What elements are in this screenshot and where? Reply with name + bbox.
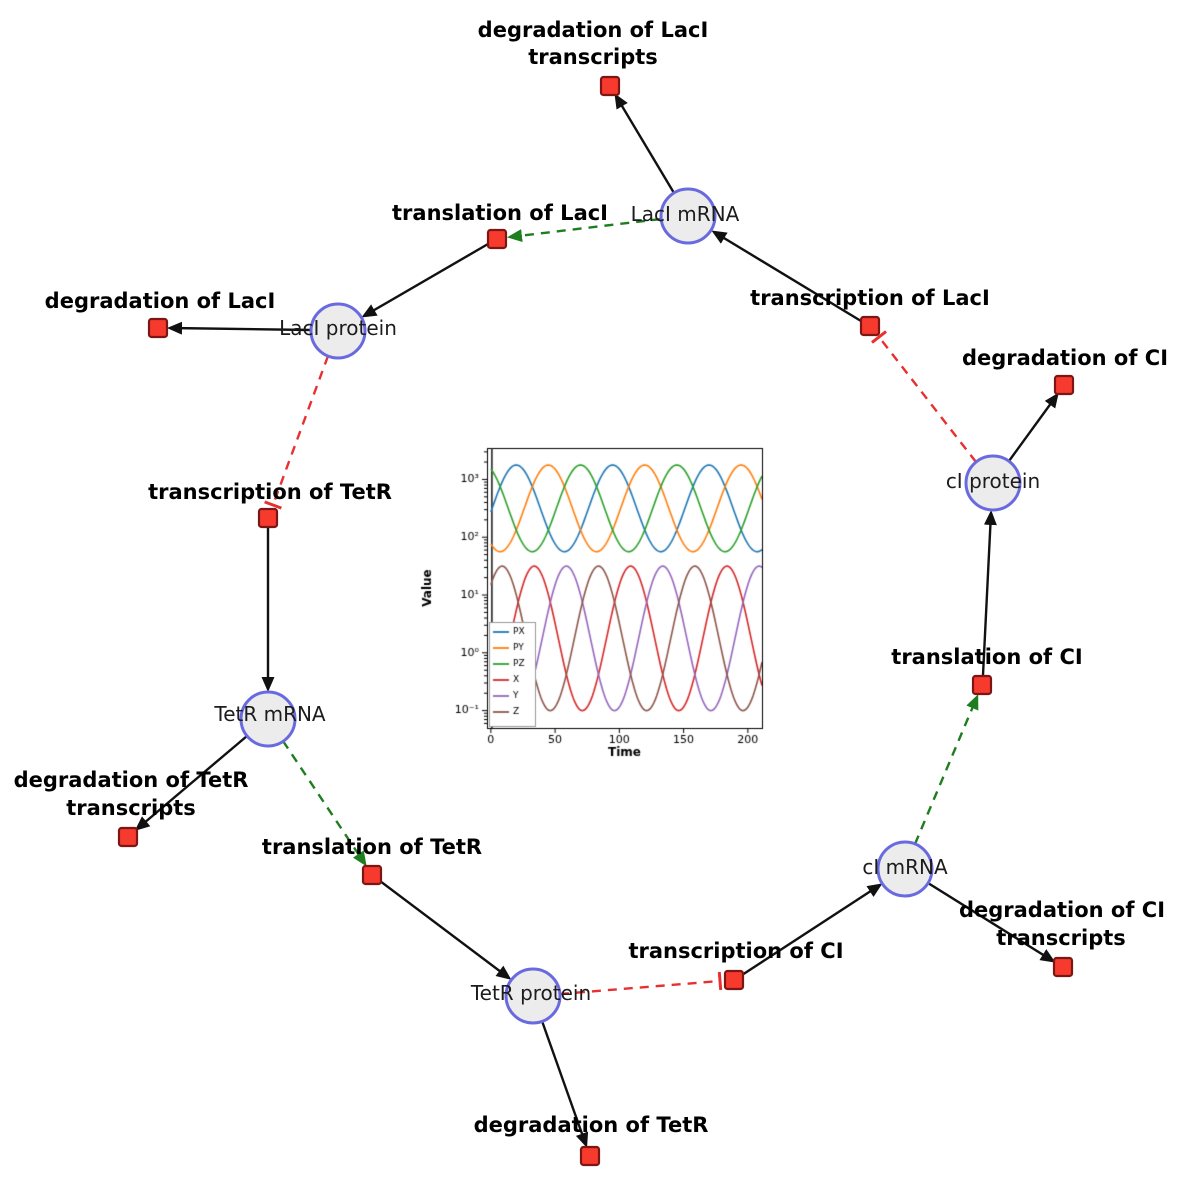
edge-tetr-protein-inhibits-transcription-ci (559, 971, 723, 996)
species-label-ci-protein: cI protein (946, 469, 1040, 493)
reaction-node-deg-tetr-transcripts[interactable] (117, 826, 139, 848)
edge-laci-protein-inhibits-transcription-tetr (264, 355, 330, 510)
reaction-label-deg-ci-transcripts-2: transcripts (996, 926, 1126, 950)
reaction-label-deg-laci-transcripts-2: transcripts (528, 45, 658, 69)
reaction-label-translation-laci: translation of LacI (392, 201, 608, 225)
edge-translation-tetr-to-tetr-protein (379, 880, 512, 980)
species-node-ci-protein[interactable] (964, 454, 1022, 512)
reaction-label-transcription-ci: transcription of CI (628, 939, 843, 963)
reaction-node-deg-ci-transcripts[interactable] (1052, 956, 1074, 978)
reaction-label-translation-ci: translation of CI (891, 645, 1082, 669)
reaction-label-deg-tetr: degradation of TetR (474, 1113, 709, 1137)
reaction-label-deg-laci-transcripts-1: degradation of LacI (478, 18, 709, 42)
reaction-label-transcription-laci: transcription of LacI (750, 286, 990, 310)
edge-ci-protein-to-deg-ci (1008, 392, 1059, 462)
species-label-tetr-protein: TetR protein (470, 981, 591, 1005)
inset-timeseries-chart (418, 438, 776, 760)
reaction-node-transcription-ci[interactable] (723, 969, 745, 991)
species-label-tetr-mrna: TetR mRNA (213, 702, 326, 726)
reaction-node-deg-tetr[interactable] (579, 1145, 601, 1167)
reaction-node-translation-tetr[interactable] (361, 864, 383, 886)
species-node-laci-protein[interactable] (309, 302, 367, 360)
reaction-node-deg-laci-transcripts[interactable] (599, 75, 621, 97)
reaction-node-transcription-tetr[interactable] (257, 507, 279, 529)
edge-tetr-protein-to-deg-tetr (540, 1020, 589, 1148)
edge-tetr-mrna-to-deg-tetr-transcripts (134, 735, 248, 831)
reaction-label-deg-tetr-transcripts-1: degradation of TetR (14, 768, 249, 792)
species-label-laci-protein: LacI protein (279, 316, 397, 340)
edge-ci-mrna-modifies-translation-ci (913, 694, 979, 845)
species-label-laci-mrna: LacI mRNA (631, 202, 740, 226)
species-label-ci-mrna: cI mRNA (862, 855, 948, 879)
reaction-label-deg-tetr-transcripts-2: transcripts (66, 796, 196, 820)
edge-laci-protein-to-deg-laci (167, 321, 312, 335)
edge-translation-ci-to-ci-protein (981, 510, 997, 676)
edge-transcription-ci-to-ci-mrna (741, 883, 883, 977)
reaction-node-transcription-laci[interactable] (859, 315, 881, 337)
reaction-node-deg-laci[interactable] (147, 317, 169, 339)
species-node-tetr-mrna[interactable] (239, 690, 297, 748)
species-node-tetr-protein[interactable] (504, 967, 562, 1025)
reaction-node-translation-ci[interactable] (971, 674, 993, 696)
edge-laci-mrna-to-deg-laci-transcripts (614, 93, 676, 194)
edge-tetr-mrna-modifies-translation-tetr (282, 740, 367, 867)
reaction-label-translation-tetr: translation of TetR (262, 835, 482, 859)
reaction-node-translation-laci[interactable] (486, 228, 508, 250)
reaction-label-deg-laci: degradation of LacI (45, 289, 276, 313)
edge-ci-protein-inhibits-transcription-laci (870, 330, 977, 463)
species-node-laci-mrna[interactable] (659, 187, 717, 245)
reaction-node-deg-ci[interactable] (1053, 374, 1075, 396)
species-node-ci-mrna[interactable] (876, 840, 934, 898)
edge-ci-mrna-to-deg-ci-transcripts (927, 881, 1056, 963)
reaction-label-transcription-tetr: transcription of TetR (148, 480, 392, 504)
edge-translation-laci-to-laci-protein (361, 242, 489, 318)
edge-transcription-laci-to-laci-mrna (711, 230, 862, 323)
reaction-label-deg-ci-transcripts-1: degradation of CI (959, 898, 1165, 922)
reaction-label-deg-ci: degradation of CI (962, 346, 1168, 370)
